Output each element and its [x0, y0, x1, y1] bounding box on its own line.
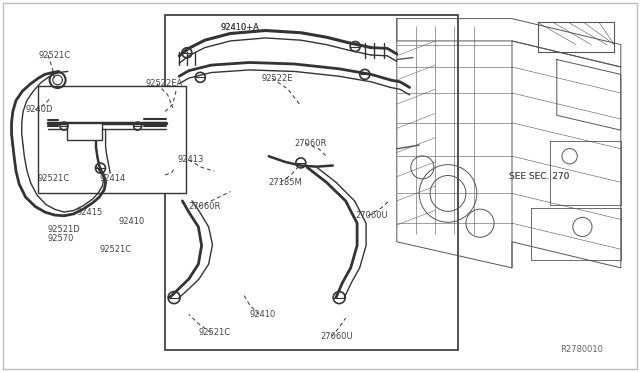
- Text: 92415: 92415: [77, 208, 103, 217]
- Text: 92410: 92410: [250, 310, 276, 319]
- Text: 92413: 92413: [178, 155, 204, 164]
- Text: 92410: 92410: [118, 217, 145, 226]
- Text: 92410+A: 92410+A: [221, 23, 260, 32]
- Text: 92410+A: 92410+A: [221, 23, 260, 32]
- Text: 92521C: 92521C: [38, 51, 70, 60]
- Text: 27060U: 27060U: [320, 332, 353, 341]
- Text: 27060U: 27060U: [355, 211, 388, 220]
- Text: 27060R: 27060R: [189, 202, 221, 211]
- Text: 92521C: 92521C: [198, 328, 230, 337]
- FancyBboxPatch shape: [38, 86, 186, 193]
- Text: 9240D: 9240D: [26, 105, 53, 114]
- Text: 92521D: 92521D: [48, 225, 81, 234]
- Text: 27185M: 27185M: [269, 178, 303, 187]
- Text: 92521C: 92521C: [37, 174, 69, 183]
- Text: SEE SEC. 270: SEE SEC. 270: [509, 172, 569, 181]
- FancyBboxPatch shape: [3, 3, 637, 369]
- Text: 92522EA: 92522EA: [146, 79, 183, 88]
- Text: 92522E: 92522E: [261, 74, 292, 83]
- Text: 27060R: 27060R: [294, 139, 327, 148]
- FancyBboxPatch shape: [67, 123, 102, 140]
- Text: 92570: 92570: [48, 234, 74, 243]
- Text: 92414: 92414: [99, 174, 125, 183]
- Text: R2780010: R2780010: [560, 345, 603, 354]
- FancyBboxPatch shape: [165, 15, 458, 350]
- Text: 92521C: 92521C: [99, 245, 131, 254]
- Text: SEE SEC. 270: SEE SEC. 270: [509, 172, 569, 181]
